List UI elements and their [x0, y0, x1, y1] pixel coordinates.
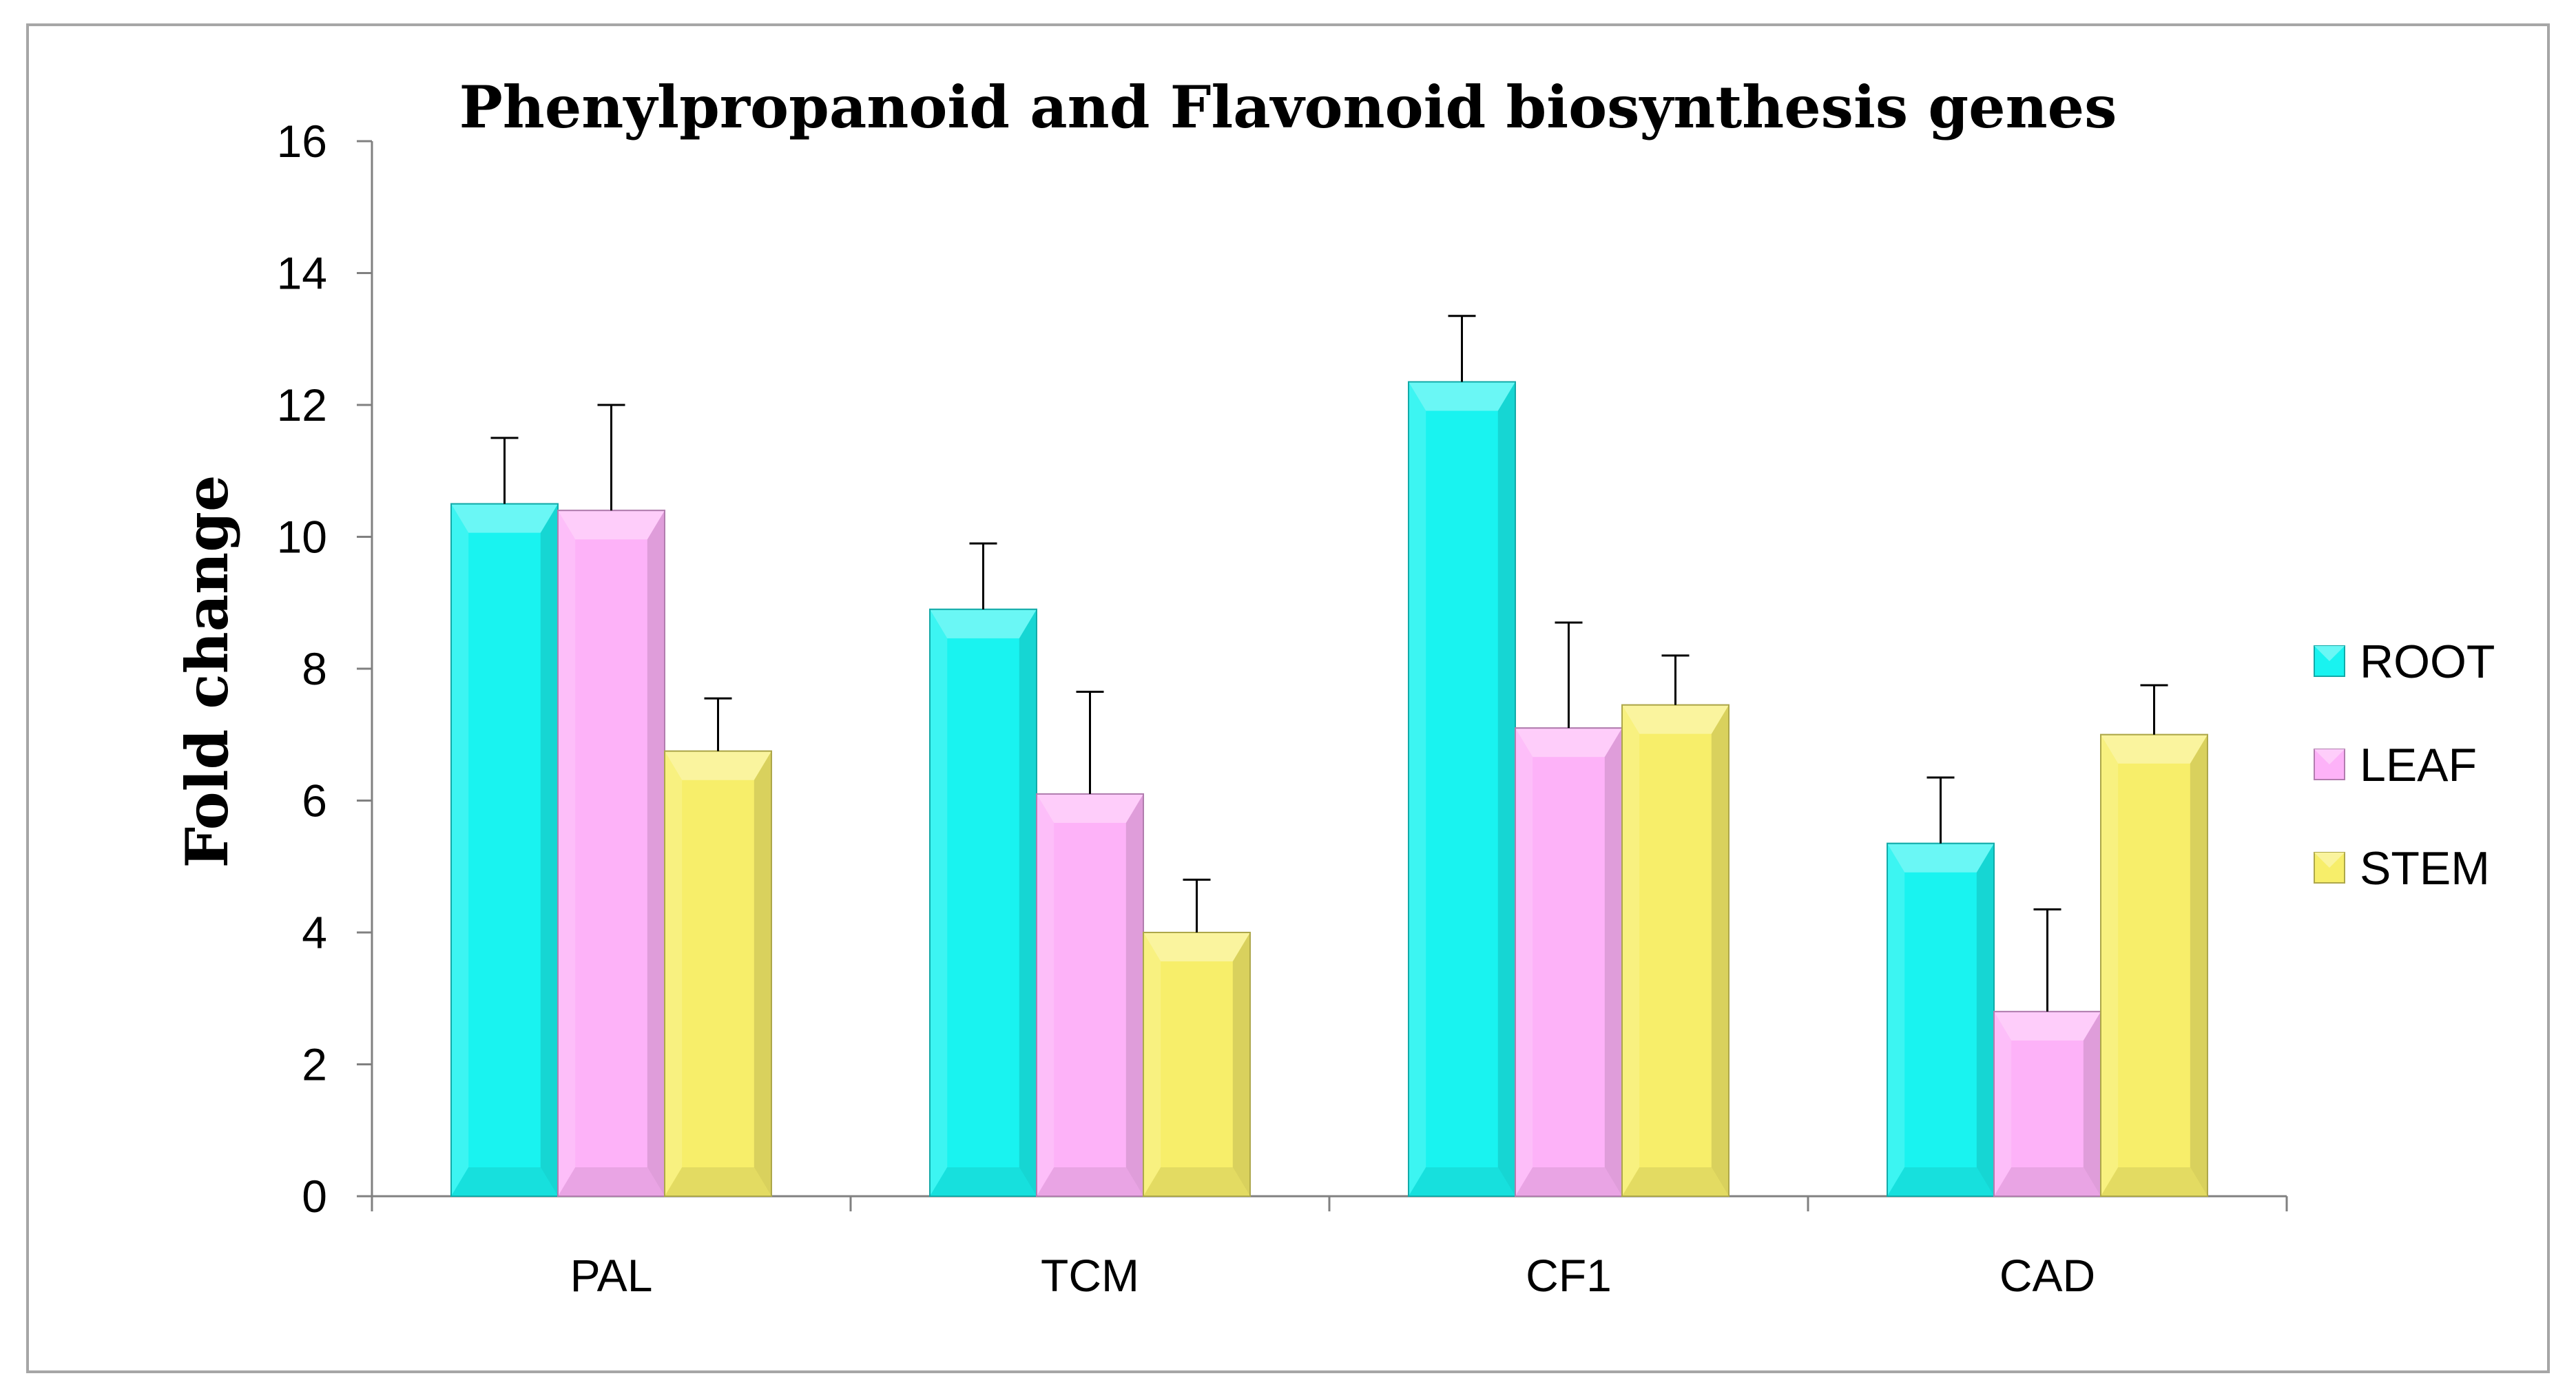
- bar-bevel-top: [1409, 382, 1515, 411]
- bar-face: [929, 608, 1037, 1197]
- bar-bevel-right: [647, 510, 665, 1196]
- legend-label: ROOT: [2360, 636, 2495, 688]
- bar-bevel-top: [1037, 793, 1143, 823]
- bar-bevel-right: [540, 503, 558, 1196]
- bar-face: [450, 503, 559, 1197]
- bar-bevel-left: [451, 503, 469, 1196]
- bar-bevel-left: [2101, 734, 2119, 1196]
- bar-face: [1408, 381, 1516, 1197]
- legend-item-stem: STEM: [2314, 842, 2490, 895]
- bar-bevel-left: [1143, 932, 1161, 1196]
- bar-bevel-right: [1711, 705, 1729, 1196]
- bar-bevel-top: [1622, 705, 1729, 734]
- bar-bevel-bottom: [1409, 1167, 1515, 1196]
- bar-stem-tcm: [1143, 878, 1251, 1197]
- plot-area: 0 2 4 6 8 10 12 14 16 PAL TCM CF1 CAD: [277, 116, 2288, 1301]
- y-tick-label: 6: [302, 775, 327, 826]
- bar-bevel-bottom: [665, 1167, 771, 1196]
- legend-label: STEM: [2360, 842, 2490, 895]
- bar-bevel-top: [1143, 932, 1250, 961]
- chart-title: Phenylpropanoid and Flavonoid biosynthes…: [459, 73, 2117, 141]
- bar-bevel-top: [558, 510, 665, 540]
- y-axis-label: Fold change: [173, 475, 241, 868]
- bar-bevel-top: [2101, 734, 2208, 764]
- bar-bevel-top: [1515, 728, 1622, 758]
- x-tick-label: TCM: [1041, 1250, 1139, 1301]
- bar-root-cad: [1887, 776, 1995, 1198]
- bar-bevel-left: [1994, 1011, 2012, 1196]
- bar-bevel-right: [1604, 728, 1622, 1196]
- bar-stem-cad: [2100, 684, 2208, 1197]
- x-tick-label: CAD: [1999, 1250, 2095, 1301]
- y-tick-label: 16: [277, 116, 327, 167]
- x-tick-label: PAL: [570, 1250, 653, 1301]
- bar-root-cf1: [1408, 315, 1516, 1197]
- bar-bevel-bottom: [2101, 1167, 2208, 1196]
- bar-bevel-right: [1497, 382, 1515, 1196]
- bar-bevel-right: [2190, 734, 2208, 1196]
- bar-bevel-left: [930, 609, 948, 1196]
- y-tick-label: 8: [302, 643, 327, 694]
- bar-bevel-left: [1037, 793, 1055, 1196]
- bar-bevel-left: [1622, 705, 1640, 1196]
- bar-bevel-top: [1887, 843, 1994, 873]
- bar-leaf-cf1: [1515, 621, 1623, 1198]
- bar-bevel-bottom: [1994, 1167, 2101, 1196]
- y-tick-label: 14: [277, 248, 327, 299]
- bar-bevel-left: [665, 751, 683, 1196]
- y-tick-label: 0: [302, 1171, 327, 1222]
- bar-bevel-bottom: [1622, 1167, 1729, 1196]
- bar-bevel-left: [1515, 728, 1533, 1196]
- bar-bevel-bottom: [930, 1167, 1037, 1196]
- bar-bevel-top: [930, 609, 1037, 638]
- bar-face: [1515, 727, 1623, 1198]
- bar-bevel-right: [1232, 932, 1250, 1196]
- y-tick-label: 10: [277, 512, 327, 563]
- bar-face: [1036, 793, 1144, 1198]
- bar-bevel-top: [665, 751, 771, 780]
- y-tick-label: 12: [277, 379, 327, 430]
- bar-face: [1993, 1010, 2101, 1198]
- bar-bevel-bottom: [1143, 1167, 1250, 1196]
- bar-leaf-cad: [1993, 908, 2101, 1198]
- bar-bevel-right: [754, 751, 771, 1196]
- legend-item-root: ROOT: [2314, 636, 2495, 688]
- bar-leaf-pal: [557, 404, 665, 1197]
- bar-bevel-right: [1125, 793, 1143, 1196]
- bar-bevel-bottom: [1887, 1167, 1994, 1196]
- bar-bevel-right: [1019, 609, 1037, 1196]
- x-tick-label: CF1: [1526, 1250, 1612, 1301]
- legend-label: LEAF: [2360, 739, 2477, 791]
- bar-bevel-bottom: [1037, 1167, 1143, 1196]
- bar-bevel-top: [451, 503, 558, 533]
- bar-stem-pal: [664, 697, 772, 1197]
- bar-leaf-tcm: [1036, 691, 1144, 1198]
- bar-bevel-top: [1994, 1011, 2101, 1041]
- bar-bevel-left: [1409, 382, 1426, 1196]
- bar-bevel-bottom: [558, 1167, 665, 1196]
- bar-bevel-right: [2083, 1011, 2101, 1196]
- legend-swatch-bevel: [2314, 749, 2345, 764]
- bar-bevel-left: [1887, 843, 1905, 1196]
- y-tick-label: 2: [302, 1039, 327, 1090]
- bar-face: [1887, 842, 1995, 1198]
- bar-bevel-bottom: [451, 1167, 558, 1196]
- bar-face: [664, 750, 772, 1197]
- legend-swatch-bevel: [2314, 646, 2345, 661]
- bar-stem-cf1: [1621, 654, 1730, 1197]
- bar-root-tcm: [929, 542, 1037, 1197]
- legend-item-leaf: LEAF: [2314, 739, 2477, 791]
- bar-bevel-right: [1976, 843, 1994, 1196]
- y-tick-label: 4: [302, 907, 327, 958]
- bar-bevel-left: [558, 510, 576, 1196]
- bar-root-pal: [450, 437, 559, 1197]
- legend-swatch-bevel: [2314, 853, 2345, 868]
- legend: ROOT LEAF STEM: [2314, 636, 2495, 895]
- bar-bevel-bottom: [1515, 1167, 1622, 1196]
